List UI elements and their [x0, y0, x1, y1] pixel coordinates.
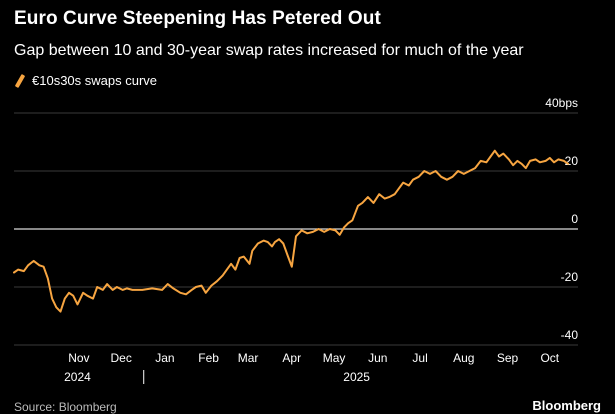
y-tick-label: 0	[571, 212, 578, 226]
chart-subtitle: Gap between 10 and 30-year swap rates in…	[14, 42, 524, 59]
x-tick-label: Nov	[68, 351, 89, 365]
x-tick-label: Dec	[110, 351, 131, 365]
chart-title: Euro Curve Steepening Has Petered Out	[14, 8, 381, 29]
y-tick-label: -40	[561, 328, 579, 342]
x-tick-label: Aug	[453, 351, 474, 365]
x-tick-label: Apr	[282, 351, 301, 365]
x-tick-label: Jan	[155, 351, 174, 365]
x-tick-label: May	[323, 351, 346, 365]
series-line-0	[13, 149, 570, 313]
source-note: Source: Bloomberg	[14, 400, 117, 414]
x-tick-label: Feb	[198, 351, 219, 365]
bloomberg-logo: Bloomberg	[532, 398, 601, 413]
x-tick-label: Jun	[368, 351, 387, 365]
y-tick-label: 40bps	[545, 96, 578, 110]
axis-layer: 40bps 20 0 -20 -40 Nov Dec Jan Feb Mar Apr May Jun Ju…	[14, 96, 578, 384]
series-layer	[13, 149, 570, 313]
legend-label: €10s30s swaps curve	[32, 73, 158, 88]
y-tick-label: 20	[565, 154, 579, 168]
x-tick-label: Oct	[540, 351, 559, 365]
x-tick-label: Sep	[497, 351, 519, 365]
legend: €10s30s swaps curve	[14, 73, 157, 88]
x-tick-label: Mar	[238, 351, 259, 365]
grid-layer	[14, 112, 578, 346]
year-label: 2025	[343, 370, 370, 384]
y-tick-label: -20	[561, 270, 579, 284]
year-label: 2024	[64, 370, 91, 384]
x-tick-label: Jul	[412, 351, 427, 365]
